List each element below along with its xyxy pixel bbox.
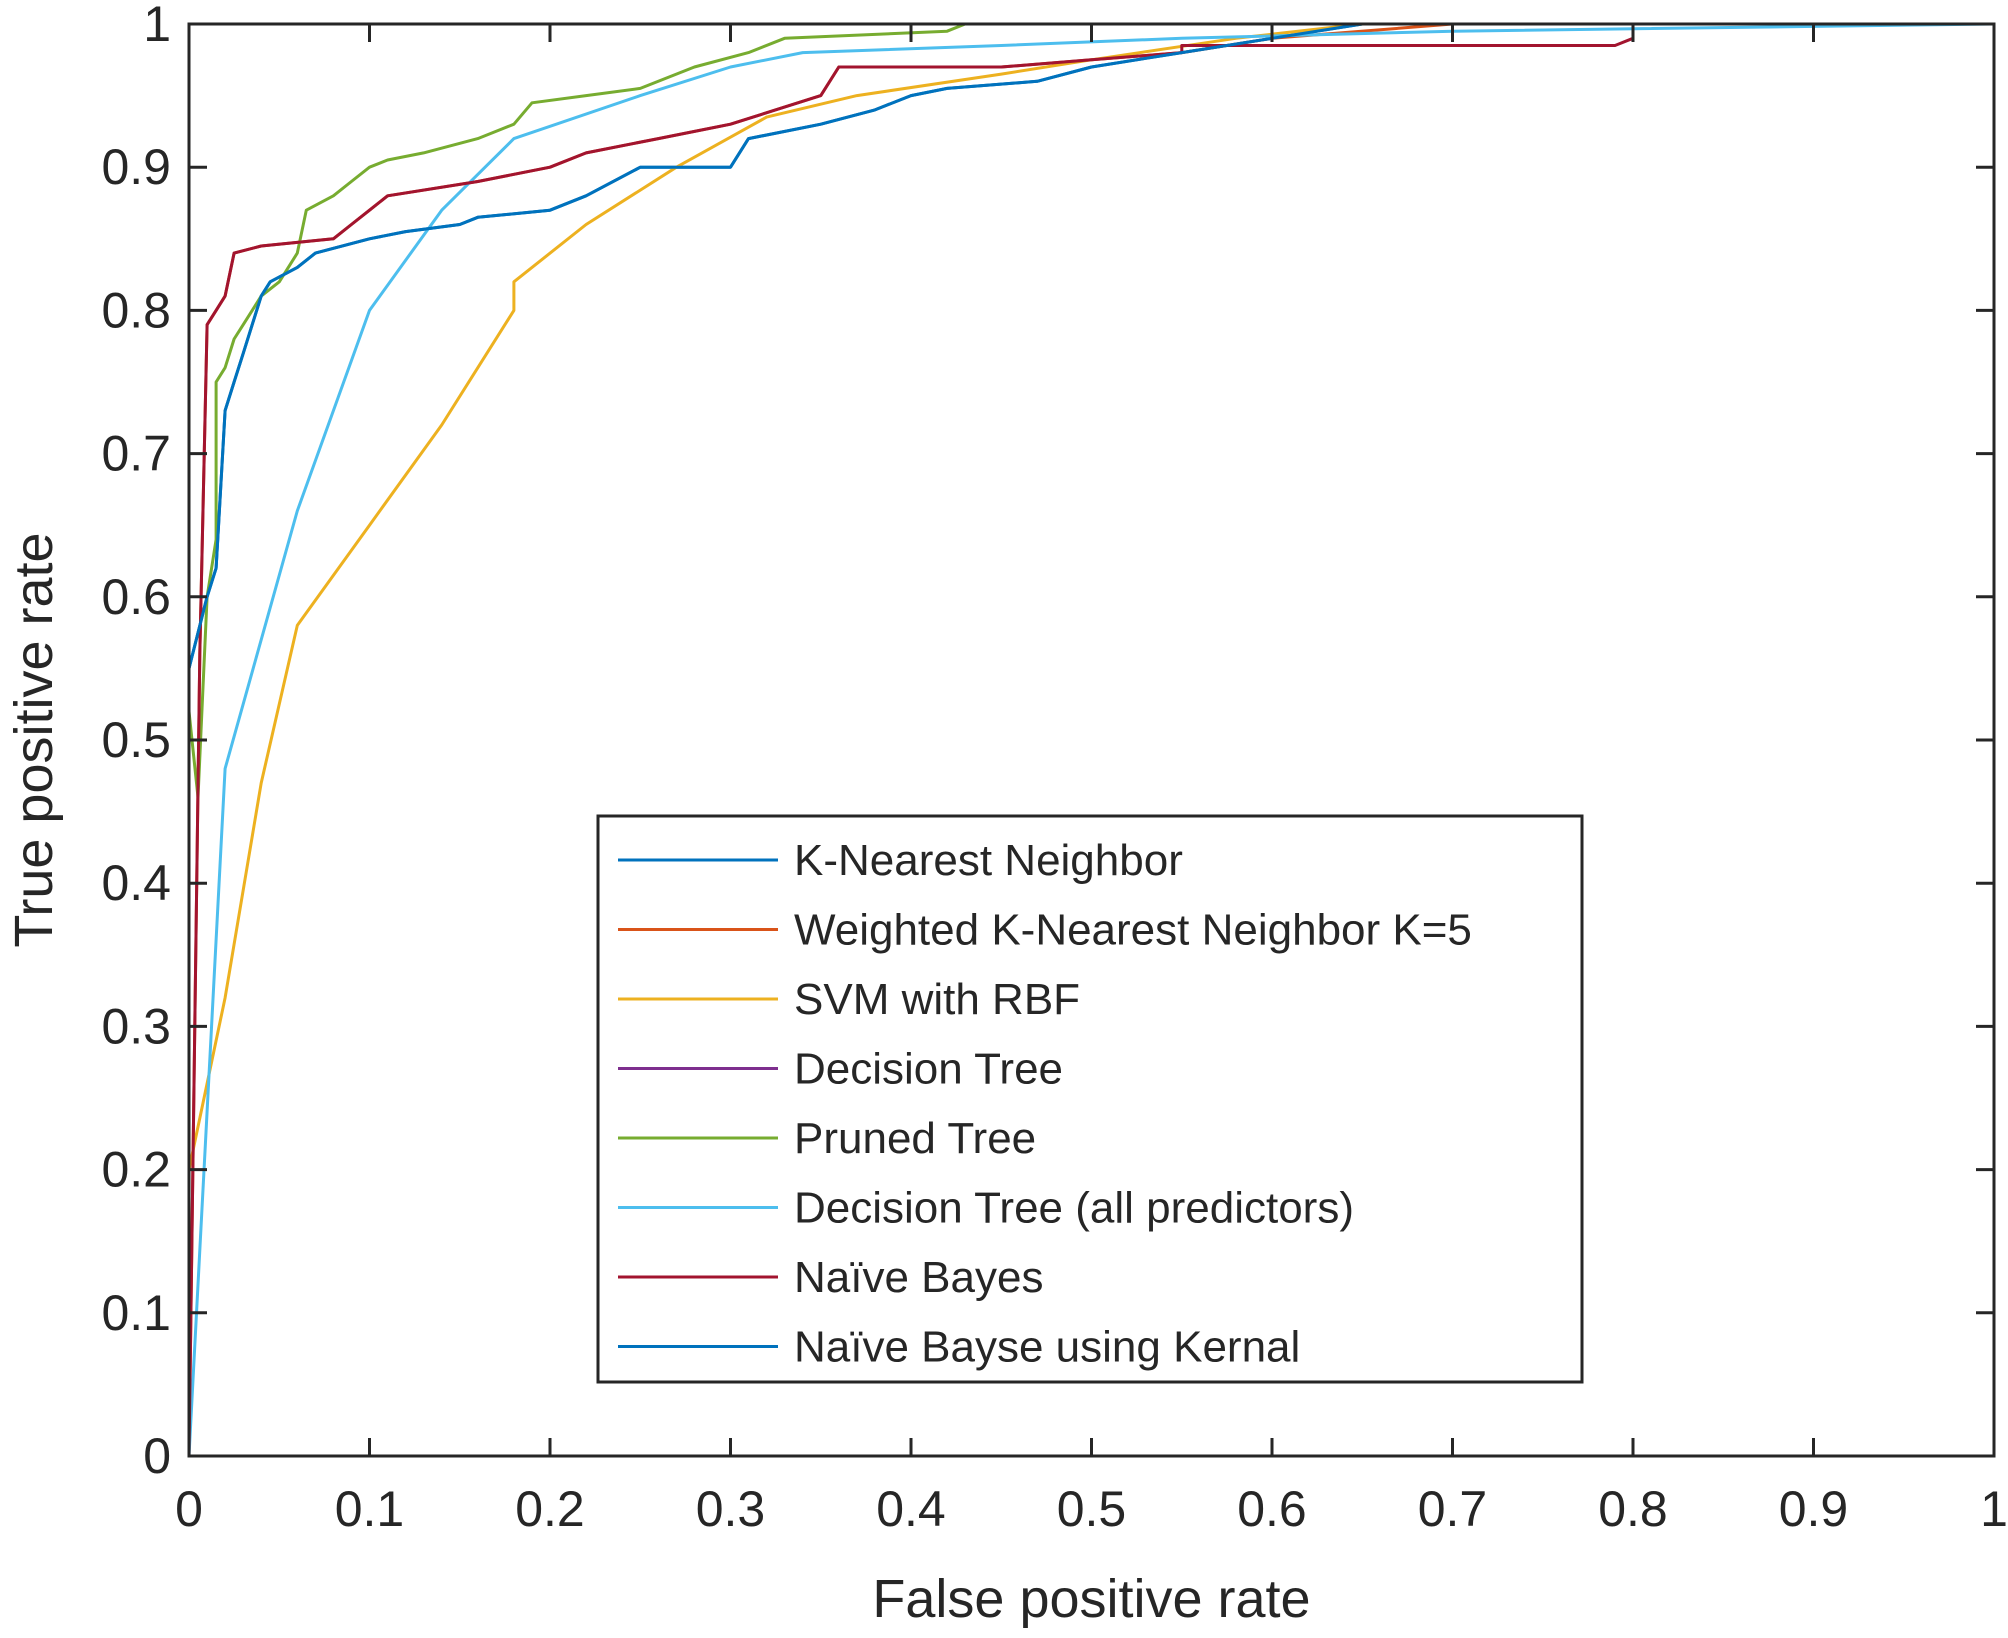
legend-label: Weighted K-Nearest Neighbor K=5	[794, 906, 1472, 955]
x-tick-label: 0.4	[876, 1481, 946, 1537]
legend-label: Decision Tree (all predictors)	[794, 1184, 1354, 1233]
x-tick-label: 0.1	[335, 1481, 405, 1537]
legend-label: Pruned Tree	[794, 1114, 1036, 1163]
series-line-na-ve-bayse-using-kernal	[187, 22, 1994, 1456]
y-axis-label: True positive rate	[4, 532, 64, 947]
y-tick-label: 0.3	[101, 998, 171, 1054]
legend: K-Nearest Neighbor Weighted K-Nearest Nei…	[596, 814, 1584, 1384]
legend-label: SVM with RBF	[794, 975, 1080, 1024]
y-tick-label: 0.2	[101, 1142, 171, 1198]
y-tick-label: 0	[143, 1428, 171, 1484]
x-tick-label: 0.2	[515, 1481, 585, 1537]
y-tick-label: 0.4	[101, 855, 171, 911]
x-tick-label: 0.5	[1057, 1481, 1127, 1537]
x-tick-label: 0.8	[1598, 1481, 1668, 1537]
series-line-pruned-tree	[187, 22, 1994, 1456]
x-tick-label: 0.9	[1779, 1481, 1849, 1537]
x-tick-label: 0.6	[1237, 1481, 1307, 1537]
y-tick-label: 0.9	[101, 139, 171, 195]
series-line-decision-tree-all-predictors	[187, 22, 1995, 1457]
x-tick-label: 1	[1980, 1481, 2008, 1537]
y-tick-label: 1	[143, 0, 171, 52]
legend-box	[596, 814, 1584, 1384]
y-tick-label: 0.8	[101, 282, 171, 338]
y-tick-label: 0.7	[101, 426, 171, 482]
series-layer	[187, 22, 1995, 1457]
x-axis-label: False positive rate	[872, 1569, 1310, 1629]
legend-label: Naïve Bayes	[794, 1253, 1043, 1302]
x-tick-label: 0.3	[696, 1481, 766, 1537]
y-tick-label: 0.6	[101, 569, 171, 625]
legend-label: K-Nearest Neighbor	[794, 836, 1183, 885]
y-tick-label: 0.5	[101, 712, 171, 768]
ticks-layer: 0 0.1 0.2 0.3 0.4 0.5 0.6 0.7 0.8 0.9 1 0 0.1 0.2 0.3 0…	[101, 0, 2007, 1537]
x-tick-label: 0.7	[1418, 1481, 1488, 1537]
legend-label: Decision Tree	[794, 1045, 1063, 1094]
series-line-svm-with-rbf	[187, 22, 1994, 1456]
x-tick-label: 0	[175, 1481, 203, 1537]
y-tick-label: 0.1	[101, 1285, 171, 1341]
legend-label: Naïve Bayse using Kernal	[794, 1323, 1300, 1372]
series-line-na-ve-bayes	[187, 22, 1994, 1457]
